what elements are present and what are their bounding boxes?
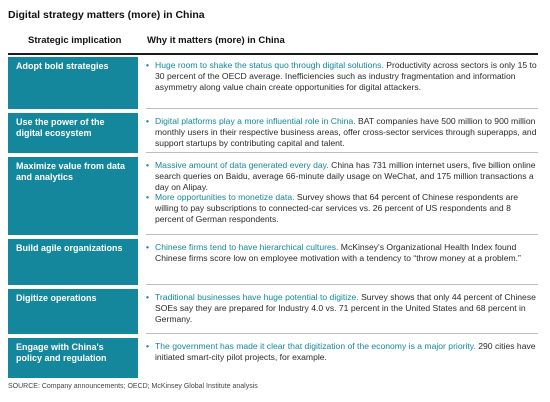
body-text: Survey shows that only 44 percent of Chi… bbox=[155, 292, 536, 324]
row-divider bbox=[146, 333, 538, 334]
table-row: Use the power of the digital ecosystem D… bbox=[8, 113, 538, 153]
row-content: Huge room to shake the status quo throug… bbox=[146, 57, 538, 109]
body-text: China has 731 million internet users, fi… bbox=[155, 160, 536, 192]
list-item: More opportunities to monetize data. Sur… bbox=[146, 192, 538, 224]
list-item: Massive amount of data generated every d… bbox=[146, 160, 538, 192]
page-title: Digital strategy matters (more) in China bbox=[8, 9, 205, 21]
column-header-strategic-implication: Strategic implication bbox=[28, 35, 122, 46]
row-content: The government has made it clear that di… bbox=[146, 338, 538, 378]
list-item: Traditional businesses have huge potenti… bbox=[146, 292, 538, 324]
list-item: Digital platforms play a more influentia… bbox=[146, 116, 538, 148]
body-text: Productivity across sectors is only 15 t… bbox=[155, 60, 537, 92]
table-row: Digitize operations Traditional business… bbox=[8, 289, 538, 334]
row-label: Engage with China's policy and regulatio… bbox=[8, 338, 138, 378]
table-row: Adopt bold strategies Huge room to shake… bbox=[8, 57, 538, 109]
source-note: SOURCE: Company announcements; OECD; McK… bbox=[8, 383, 258, 390]
row-divider bbox=[146, 284, 538, 285]
body-text: 290 cities have initiated smart-city pil… bbox=[155, 341, 536, 362]
row-divider bbox=[146, 152, 538, 153]
highlight-text: Chinese firms tend to have hierarchical … bbox=[155, 242, 339, 252]
row-content: Traditional businesses have huge potenti… bbox=[146, 289, 538, 334]
row-divider bbox=[146, 108, 538, 109]
highlight-text: Huge room to shake the status quo throug… bbox=[155, 60, 384, 70]
list-item: Chinese firms tend to have hierarchical … bbox=[146, 242, 538, 264]
row-content: Digital platforms play a more influentia… bbox=[146, 113, 538, 153]
header-divider bbox=[8, 53, 538, 55]
highlight-text: Traditional businesses have huge potenti… bbox=[155, 292, 359, 302]
table-row: Build agile organizations Chinese firms … bbox=[8, 239, 538, 285]
highlight-text: More opportunities to monetize data. bbox=[155, 192, 295, 203]
table-row: Engage with China's policy and regulatio… bbox=[8, 338, 538, 378]
highlight-text: Massive amount of data generated every d… bbox=[155, 160, 329, 170]
row-label: Use the power of the digital ecosystem bbox=[8, 113, 138, 153]
highlight-text: The government has made it clear that di… bbox=[155, 341, 476, 351]
body-text: McKinsey's Organizational Health Index f… bbox=[155, 242, 521, 263]
body-text: Survey shows that 64 percent of Chinese … bbox=[155, 192, 519, 224]
body-text: BAT companies have 500 million to 900 mi… bbox=[155, 116, 537, 148]
list-item: Huge room to shake the status quo throug… bbox=[146, 60, 538, 92]
row-label: Build agile organizations bbox=[8, 239, 138, 285]
highlight-text: Digital platforms play a more influentia… bbox=[155, 116, 356, 126]
column-header-why-it-matters: Why it matters (more) in China bbox=[147, 35, 285, 46]
list-item: The government has made it clear that di… bbox=[146, 341, 538, 363]
table-row: Maximize value from data and analytics M… bbox=[8, 157, 538, 235]
row-content: Chinese firms tend to have hierarchical … bbox=[146, 239, 538, 285]
row-label: Maximize value from data and analytics bbox=[8, 157, 138, 235]
row-label: Adopt bold strategies bbox=[8, 57, 138, 109]
row-label: Digitize operations bbox=[8, 289, 138, 334]
row-divider bbox=[146, 234, 538, 235]
row-content: Massive amount of data generated every d… bbox=[146, 157, 538, 235]
